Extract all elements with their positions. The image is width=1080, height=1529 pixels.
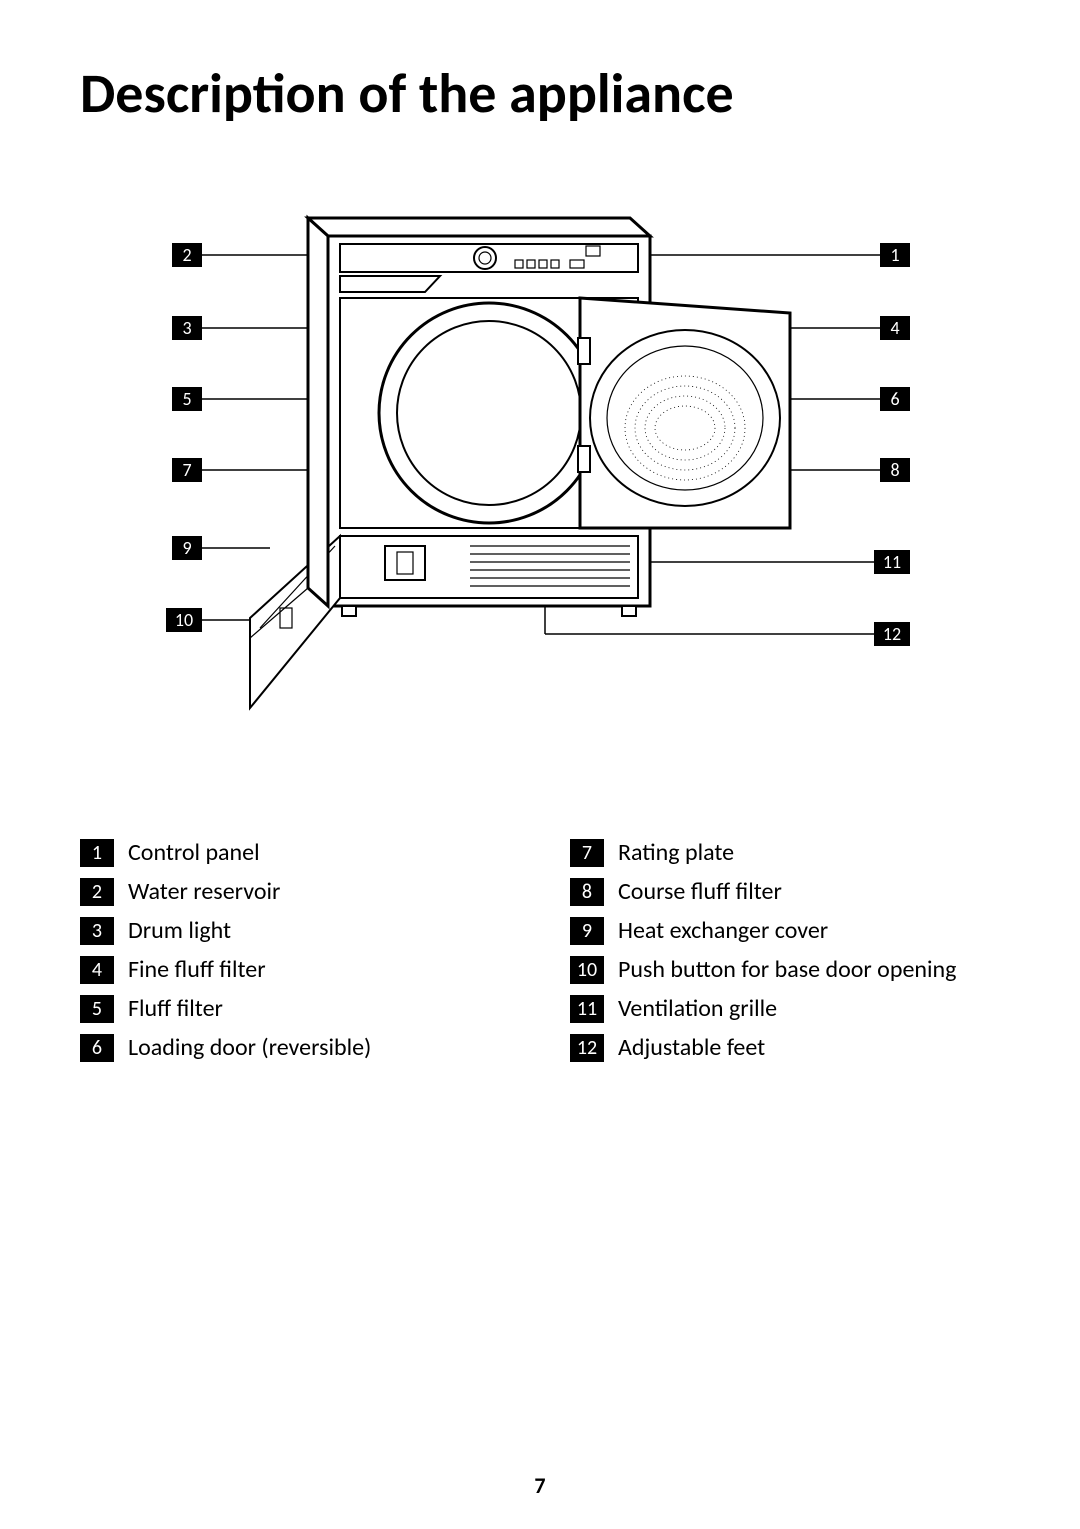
svg-text:5: 5	[182, 388, 191, 410]
legend-item: 12 Adjustable feet	[570, 1033, 1000, 1062]
legend-item: 10 Push button for base door opening	[570, 955, 1000, 984]
diagram-container: 2 3 5 7 9 10 1	[80, 168, 1000, 788]
legend-label: Ventilation grille	[618, 994, 777, 1023]
legend-num-box: 3	[80, 917, 114, 945]
legend-label: Water reservoir	[128, 877, 280, 906]
legend: 1 Control panel 2 Water reservoir 3 Drum…	[80, 838, 1000, 1072]
legend-num-box: 4	[80, 956, 114, 984]
legend-num-box: 7	[570, 839, 604, 867]
page-number: 7	[0, 1472, 1080, 1499]
callout-1: 1	[615, 243, 910, 267]
legend-label: Push button for base door opening	[618, 955, 956, 984]
legend-col-right: 7 Rating plate 8 Course fluff filter 9 H…	[570, 838, 1000, 1072]
legend-num-box: 10	[570, 956, 604, 984]
legend-num-box: 8	[570, 878, 604, 906]
svg-text:11: 11	[883, 551, 901, 573]
legend-label: Adjustable feet	[618, 1033, 765, 1062]
legend-label: Loading door (reversible)	[128, 1033, 371, 1062]
svg-text:3: 3	[182, 317, 191, 339]
legend-label: Course fluff filter	[618, 877, 782, 906]
legend-num-box: 9	[570, 917, 604, 945]
legend-item: 7 Rating plate	[570, 838, 1000, 867]
legend-num-box: 6	[80, 1034, 114, 1062]
legend-col-left: 1 Control panel 2 Water reservoir 3 Drum…	[80, 838, 510, 1072]
svg-text:9: 9	[182, 537, 191, 559]
svg-text:7: 7	[182, 459, 191, 481]
legend-item: 9 Heat exchanger cover	[570, 916, 1000, 945]
legend-item: 5 Fluff filter	[80, 994, 510, 1023]
svg-text:4: 4	[890, 317, 899, 339]
legend-label: Fine fluff filter	[128, 955, 266, 984]
svg-text:1: 1	[890, 244, 899, 266]
legend-label: Drum light	[128, 916, 231, 945]
legend-item: 2 Water reservoir	[80, 877, 510, 906]
page-title: Description of the appliance	[80, 60, 1000, 128]
svg-text:6: 6	[890, 388, 899, 410]
legend-item: 8 Course fluff filter	[570, 877, 1000, 906]
legend-label: Heat exchanger cover	[618, 916, 828, 945]
appliance-diagram: 2 3 5 7 9 10 1	[110, 168, 970, 788]
svg-text:10: 10	[175, 609, 193, 631]
legend-num-box: 5	[80, 995, 114, 1023]
legend-num-box: 12	[570, 1034, 604, 1062]
svg-text:12: 12	[883, 623, 901, 645]
legend-label: Fluff filter	[128, 994, 223, 1023]
legend-label: Control panel	[128, 838, 260, 867]
legend-num-box: 11	[570, 995, 604, 1023]
legend-item: 4 Fine fluff filter	[80, 955, 510, 984]
svg-text:2: 2	[182, 244, 191, 266]
legend-num-box: 1	[80, 839, 114, 867]
legend-item: 6 Loading door (reversible)	[80, 1033, 510, 1062]
legend-item: 3 Drum light	[80, 916, 510, 945]
svg-text:8: 8	[890, 459, 899, 481]
callout-9: 9	[172, 536, 270, 560]
legend-item: 11 Ventilation grille	[570, 994, 1000, 1023]
legend-label: Rating plate	[618, 838, 734, 867]
callout-12: 12	[545, 606, 910, 646]
legend-item: 1 Control panel	[80, 838, 510, 867]
legend-num-box: 2	[80, 878, 114, 906]
